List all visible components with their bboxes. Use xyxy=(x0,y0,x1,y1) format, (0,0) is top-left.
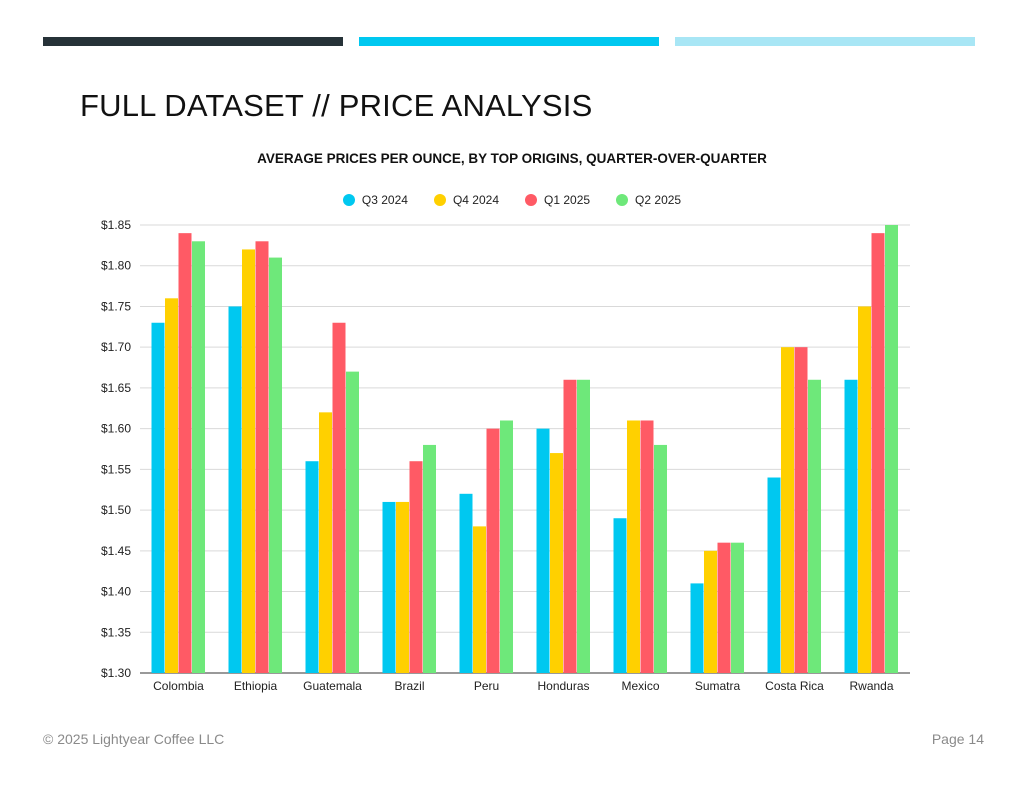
bar xyxy=(563,379,577,673)
y-tick-label: $1.30 xyxy=(101,666,131,680)
legend-label: Q1 2025 xyxy=(544,193,591,207)
bar xyxy=(550,453,563,673)
page-title: FULL DATASET // PRICE ANALYSIS xyxy=(80,88,593,123)
bar xyxy=(346,371,359,673)
legend-item: Q2 2025 xyxy=(616,193,681,207)
bar xyxy=(423,444,436,673)
y-tick-label: $1.85 xyxy=(101,218,131,232)
y-tick-label: $1.65 xyxy=(101,381,131,395)
bar xyxy=(577,379,590,673)
chart-title: AVERAGE PRICES PER OUNCE, BY TOP ORIGINS… xyxy=(257,151,767,166)
bar xyxy=(858,306,871,673)
bar xyxy=(885,225,898,673)
header-bar-light-cyan xyxy=(675,37,975,46)
bar xyxy=(871,233,885,673)
legend-label: Q4 2024 xyxy=(452,193,499,207)
bar xyxy=(486,428,500,673)
bar xyxy=(269,257,282,673)
bar xyxy=(613,518,627,673)
legend-item: Q4 2024 xyxy=(433,193,499,207)
bar xyxy=(808,379,821,673)
legend-swatch xyxy=(433,194,446,206)
y-tick-label: $1.60 xyxy=(101,422,131,436)
bar xyxy=(473,526,486,673)
bar xyxy=(731,542,744,673)
header-bar-dark xyxy=(43,37,343,46)
legend-swatch xyxy=(525,194,537,206)
bar xyxy=(767,477,781,673)
header-bar-cyan xyxy=(359,37,659,46)
x-tick-label: Costa Rica xyxy=(765,679,824,693)
bar xyxy=(255,241,269,674)
bar xyxy=(717,542,731,673)
bar xyxy=(627,420,640,673)
legend-swatch xyxy=(616,194,629,206)
bar xyxy=(319,412,332,673)
bar xyxy=(192,241,205,674)
y-tick-label: $1.70 xyxy=(101,340,131,354)
y-tick-label: $1.80 xyxy=(101,259,131,273)
x-tick-label: Honduras xyxy=(537,679,589,693)
x-tick-label: Rwanda xyxy=(849,679,893,693)
bar xyxy=(704,550,717,673)
y-tick-label: $1.50 xyxy=(101,503,131,517)
bar-chart: $1.30 $1.35 $1.40 $1.45 $1.50 $1.55 $1.60 $1.65… xyxy=(101,218,910,693)
y-tick-label: $1.40 xyxy=(101,585,131,599)
bar xyxy=(242,249,255,673)
bar xyxy=(844,379,858,673)
chart-legend: Q3 2024 Q4 2024 Q1 2025 Q2 2025 xyxy=(0,193,1024,207)
x-tick-label: Brazil xyxy=(394,679,424,693)
legend-label: Q3 2024 xyxy=(361,193,408,207)
bar xyxy=(459,493,473,673)
legend-item: Q3 2024 xyxy=(342,193,408,207)
bar xyxy=(178,233,192,673)
bar xyxy=(228,306,242,673)
bar xyxy=(781,347,794,673)
bar xyxy=(690,583,704,673)
y-tick-label: $1.45 xyxy=(101,544,131,558)
bar xyxy=(382,501,396,673)
bar xyxy=(654,444,667,673)
x-tick-label: Peru xyxy=(474,679,499,693)
bar xyxy=(151,322,165,673)
x-tick-label: Guatemala xyxy=(303,679,362,693)
bar xyxy=(305,461,319,673)
bar xyxy=(500,420,513,673)
legend-swatch xyxy=(342,194,355,206)
legend-label: Q2 2025 xyxy=(635,193,682,207)
page-number: Page 14 xyxy=(931,731,984,747)
x-tick-label: Ethiopia xyxy=(234,679,278,693)
copyright-text: © 2025 Lightyear Coffee LLC xyxy=(43,731,225,747)
bar xyxy=(536,428,550,673)
y-tick-label: $1.75 xyxy=(101,299,131,313)
bar xyxy=(165,298,178,673)
y-tick-label: $1.55 xyxy=(101,462,131,476)
bar xyxy=(396,501,409,673)
bar xyxy=(409,461,423,673)
x-tick-label: Sumatra xyxy=(695,679,741,693)
bar xyxy=(794,347,808,673)
x-tick-label: Colombia xyxy=(153,679,204,693)
bar xyxy=(640,420,654,673)
bar xyxy=(332,322,346,673)
x-tick-label: Mexico xyxy=(621,679,659,693)
legend-item: Q1 2025 xyxy=(525,193,590,207)
y-tick-label: $1.35 xyxy=(101,625,131,639)
